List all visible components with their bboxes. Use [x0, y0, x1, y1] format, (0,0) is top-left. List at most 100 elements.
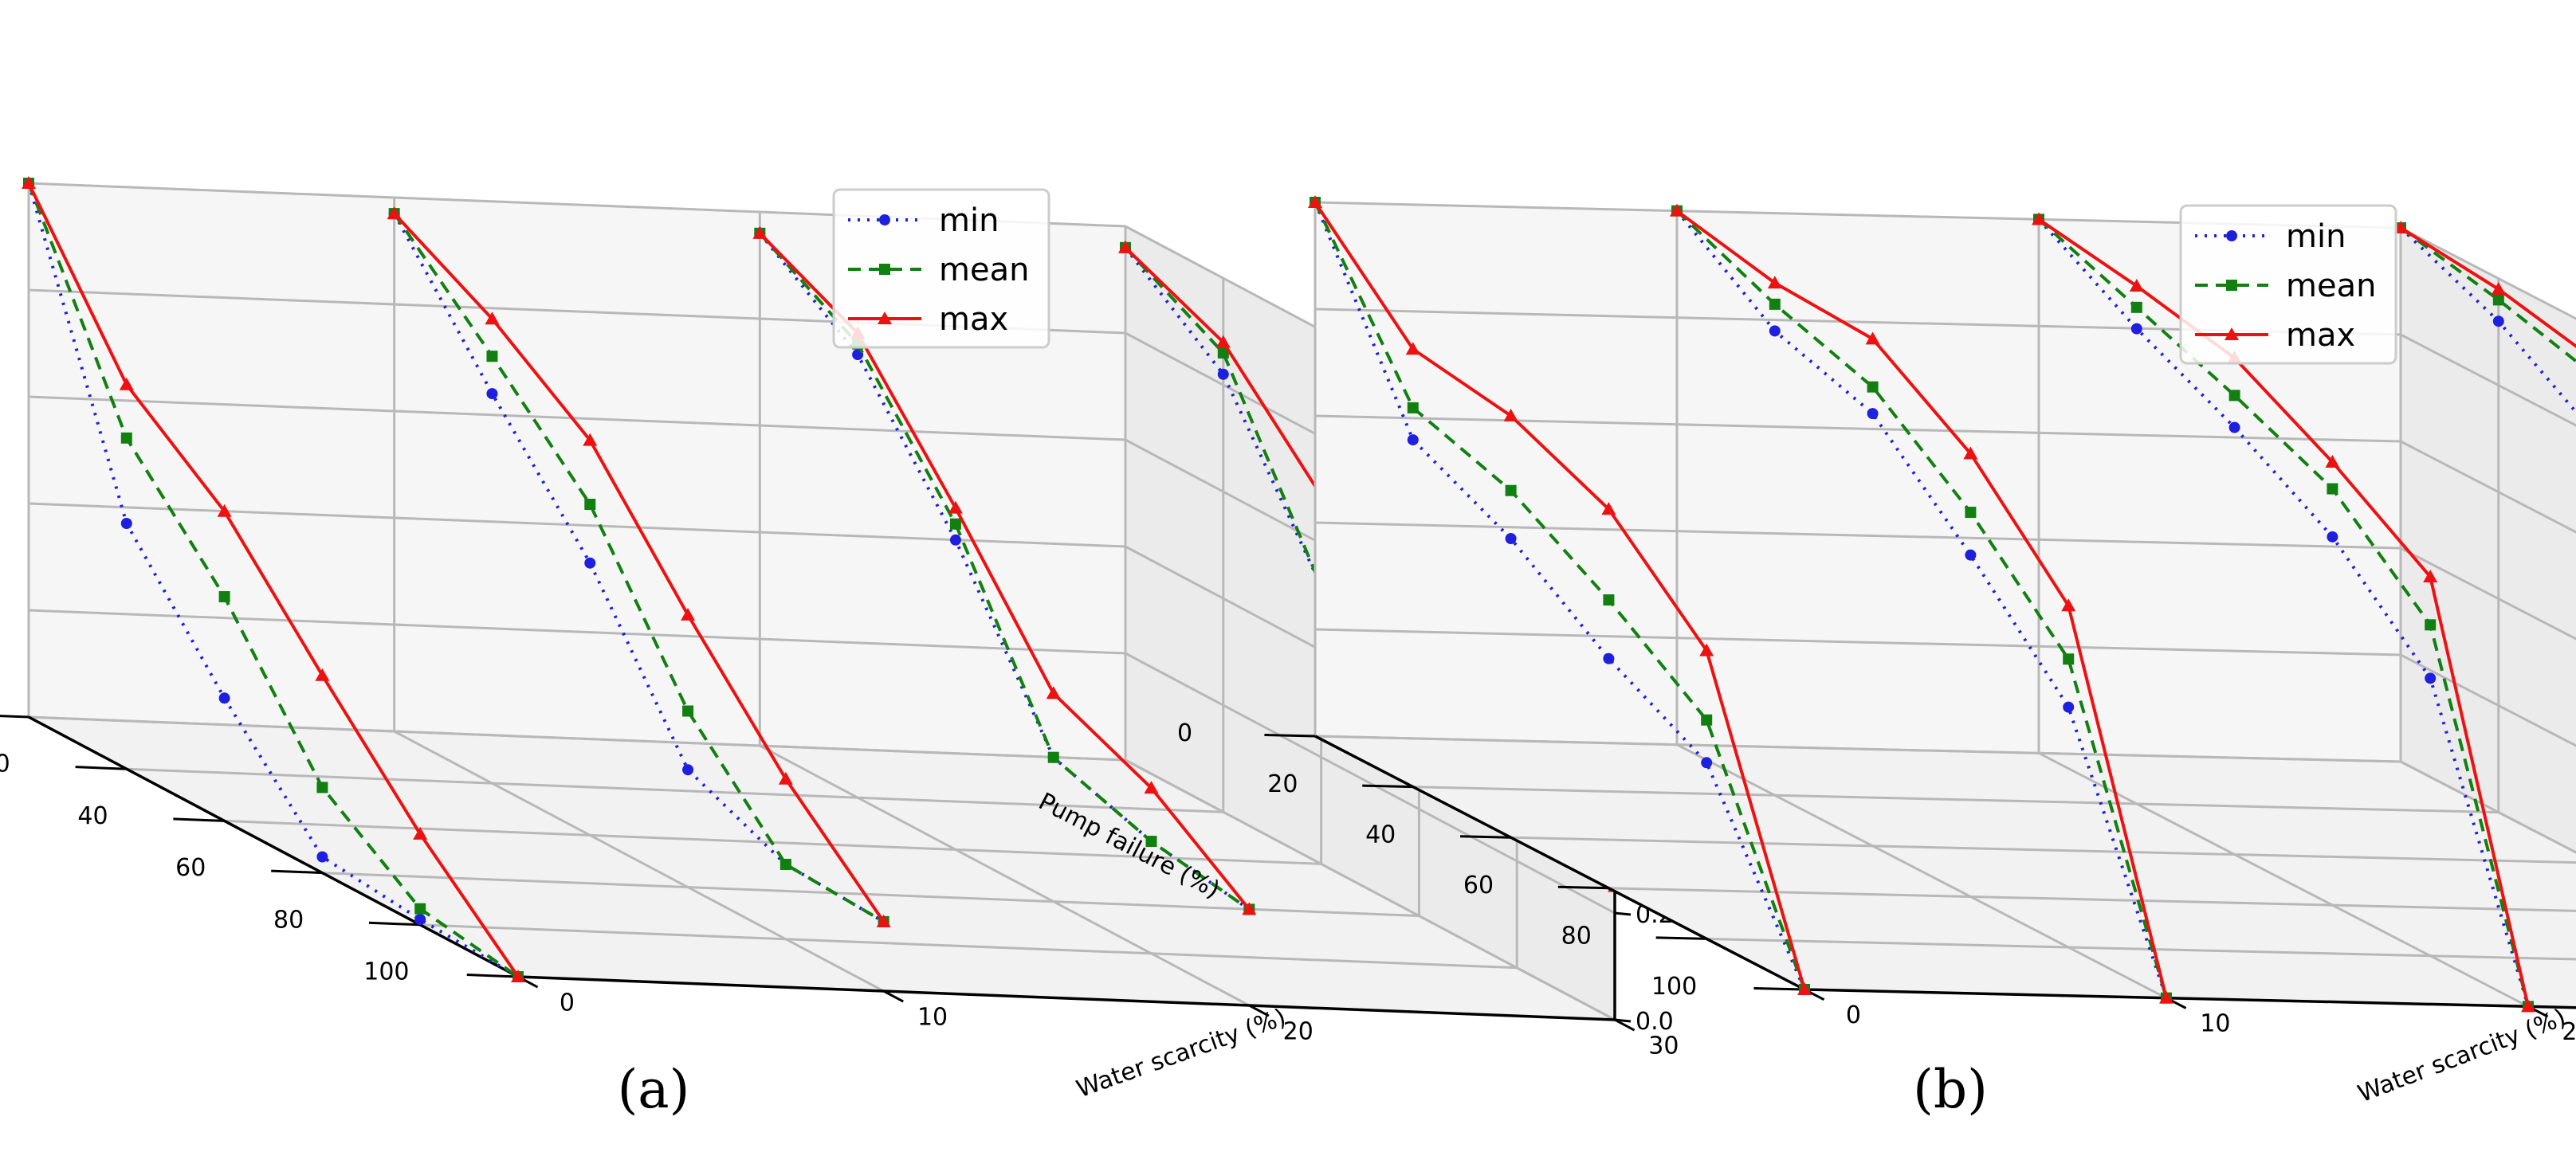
left-gridline-z	[1314, 414, 2401, 443]
data-point-max	[413, 826, 428, 840]
back-gridline-z	[2400, 440, 2576, 534]
data-point-mean	[949, 518, 961, 530]
y-tick-mark	[1248, 1004, 1270, 1017]
data-point-min	[2425, 672, 2437, 684]
series-line-mean	[27, 182, 520, 978]
chart-panel-b: 02040608010001020300.00.20.40.60.81.0Pum…	[1034, 195, 2576, 1120]
x-tick-label: 80	[1561, 923, 1592, 950]
legend-marker-mean	[2226, 280, 2237, 291]
series-line-max	[27, 182, 520, 978]
x-tick-label: 40	[1365, 821, 1396, 848]
data-point-mean	[414, 903, 426, 915]
data-point-max	[1046, 686, 1061, 699]
data-point-min	[2327, 531, 2338, 543]
left-gridline-z	[1314, 521, 2401, 550]
legend-label-max: max	[939, 301, 1008, 338]
series-line-mean	[1314, 202, 1806, 990]
data-point-mean	[2327, 483, 2338, 495]
z-tick-label: 0.0	[1636, 1008, 1674, 1036]
left-gridline-z	[28, 609, 1126, 655]
x-tick-mark	[1264, 734, 1316, 738]
data-point-min	[1701, 757, 1713, 769]
data-point-max	[1767, 276, 1782, 289]
floor-gridline-y	[393, 730, 885, 993]
x-tick-mark	[173, 817, 225, 822]
data-point-mean	[1145, 836, 1157, 848]
data-point-max	[2032, 212, 2046, 225]
data-point-mean	[120, 432, 132, 444]
series-line-max	[393, 212, 886, 923]
series-line-mean	[1675, 210, 2168, 999]
data-point-mean	[1769, 298, 1781, 310]
legend-marker-mean	[879, 264, 890, 275]
data-point-min	[2130, 323, 2142, 335]
back-gridline-z	[2400, 547, 2576, 641]
data-point-min	[1603, 652, 1615, 664]
x-tick-label: 80	[273, 906, 304, 934]
back-gridline-z	[2400, 226, 2576, 320]
x-tick-label: 20	[0, 750, 10, 778]
data-point-max	[1670, 203, 1684, 217]
x-axis-line	[1314, 735, 1805, 991]
back-gridline-z	[1125, 758, 1616, 1021]
back-gridline-z	[1125, 652, 1616, 915]
y-tick-label: 30	[1648, 1033, 1679, 1060]
y-axis-label: Water scarcity (%)	[1073, 1003, 1290, 1103]
series-line-mean	[758, 232, 1251, 911]
y-tick-mark	[882, 989, 904, 1003]
panel-caption: (a)	[618, 1059, 690, 1120]
data-point-max	[778, 771, 793, 785]
x-tick-mark	[1557, 885, 1609, 890]
data-point-max	[217, 504, 232, 517]
data-point-max	[485, 312, 500, 325]
back-gridline-z	[2400, 333, 2576, 427]
left-gridline-z	[28, 715, 1126, 762]
series-line-mean	[393, 212, 885, 923]
y-axis-label: Water scarcity (%)	[2354, 1004, 2570, 1108]
data-point-mean	[1505, 484, 1517, 496]
x-tick-mark	[271, 869, 323, 875]
data-point-max	[2423, 570, 2438, 583]
data-point-mean	[486, 351, 498, 362]
data-point-max	[1963, 446, 1978, 460]
legend-box	[832, 188, 1050, 349]
floor-gridline-y	[1676, 743, 2167, 999]
floor-gridline-x	[322, 872, 1420, 918]
series-line-max	[2399, 226, 2576, 349]
data-point-max	[2159, 990, 2174, 1004]
data-point-mean	[779, 859, 791, 870]
floor-gridline-x	[420, 923, 1518, 970]
x-tick-mark	[466, 973, 519, 978]
left-gridline-z	[28, 502, 1126, 548]
y-tick-label: 0	[1846, 1001, 1861, 1029]
data-point-mean	[2425, 619, 2437, 631]
data-point-max	[2325, 455, 2340, 468]
data-point-max	[315, 668, 330, 681]
legend-label-mean: mean	[2286, 268, 2376, 304]
left-gridline-z	[1314, 628, 2401, 656]
floor-gridline-y	[2038, 752, 2529, 1008]
data-point-mean	[1867, 381, 1879, 393]
y-tick-mark	[1614, 1018, 1636, 1032]
legend-label-max: max	[2286, 317, 2355, 354]
legend-marker-max	[878, 312, 892, 324]
left-gridline-z	[1314, 735, 2401, 763]
data-point-max	[1699, 643, 1714, 656]
data-point-min	[120, 518, 132, 529]
data-point-min	[584, 557, 596, 569]
y-axis-line	[517, 975, 1616, 1021]
legend-label-mean: mean	[939, 252, 1029, 288]
x-tick-label: 100	[1651, 973, 1697, 1001]
y-tick-label: 10	[2200, 1009, 2230, 1037]
data-point-max	[2129, 279, 2144, 292]
legend-marker-max	[2225, 327, 2239, 340]
data-point-max	[752, 225, 768, 239]
data-point-mean	[1407, 402, 1419, 413]
data-point-max	[2521, 999, 2535, 1013]
x-axis-line	[28, 715, 519, 978]
data-point-min	[316, 851, 328, 863]
data-point-max	[1215, 335, 1231, 348]
panel-caption: (b)	[1913, 1059, 1988, 1120]
floor-gridline-x	[1608, 887, 2576, 912]
data-point-max	[119, 377, 134, 390]
